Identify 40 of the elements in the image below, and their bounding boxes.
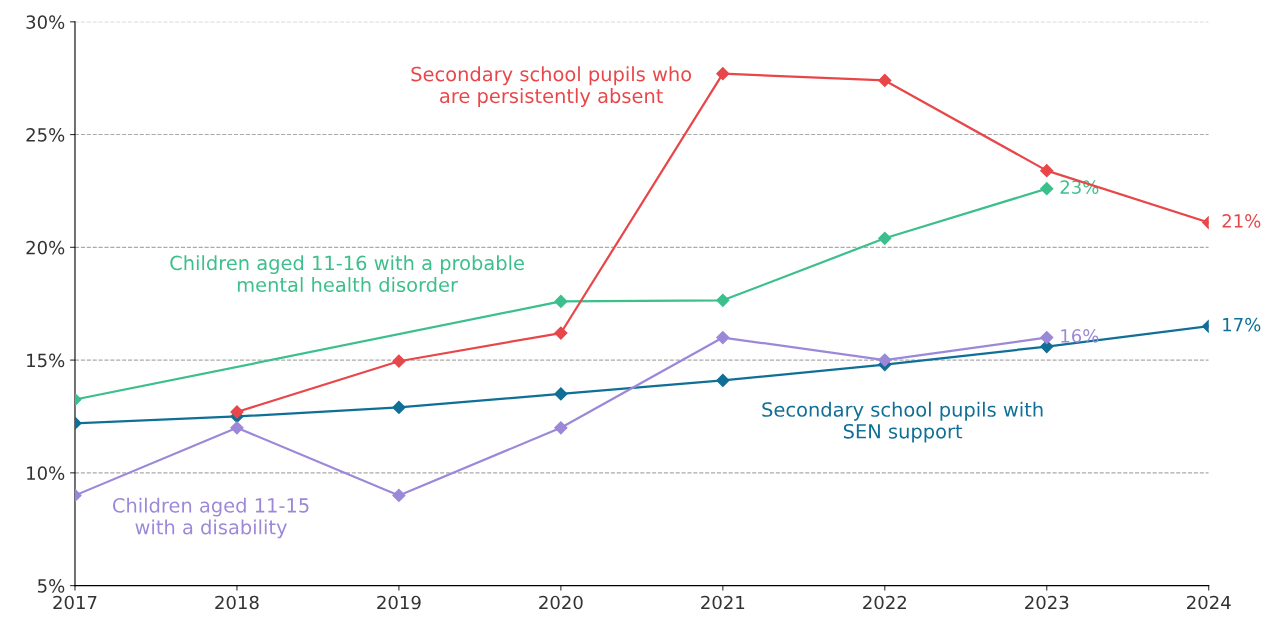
point [878, 231, 892, 245]
point [554, 421, 568, 435]
x-tick-label: 2021 [701, 595, 745, 610]
point [554, 326, 568, 340]
point [716, 330, 730, 345]
point [392, 488, 406, 502]
series-label: Secondary school pupils who are persistently absent [411, 66, 692, 107]
data-label: 17% [1223, 317, 1261, 332]
point [230, 405, 244, 419]
point [716, 293, 730, 307]
point [1040, 330, 1054, 345]
x-tick-label: 2022 [863, 595, 906, 610]
point [878, 353, 892, 367]
point [392, 400, 406, 415]
y-tick-label: 25% [26, 128, 65, 142]
point [230, 421, 244, 435]
x-tick-label: 2020 [539, 595, 583, 610]
point [554, 294, 568, 309]
y-tick-label: 30% [26, 15, 65, 29]
series-label: Children aged 11-16 with a probable mental health disorder [170, 255, 524, 293]
point [1040, 182, 1054, 196]
y-tick-label: 20% [26, 240, 65, 255]
point [1040, 164, 1054, 178]
point [716, 67, 730, 81]
data-label: 16% [1061, 329, 1099, 343]
x-tick-label: 2018 [215, 595, 259, 610]
point [392, 354, 406, 368]
series-label: Secondary school pupils with SEN support [762, 401, 1043, 443]
y-tick-label: 5% [38, 579, 65, 593]
series-label: Children aged 11-15 with a disability [112, 497, 309, 539]
y-tick-label: 10% [27, 466, 65, 480]
point [554, 387, 568, 401]
x-tick-label: 2023 [1025, 595, 1069, 610]
x-tick-label: 2024 [1187, 595, 1231, 610]
x-tick-label: 2017 [53, 595, 97, 610]
y-tick-label: 15% [27, 353, 65, 368]
point [716, 373, 730, 387]
data-label: 21% [1222, 214, 1261, 228]
x-tick-label: 2019 [377, 595, 421, 610]
point [878, 73, 892, 88]
